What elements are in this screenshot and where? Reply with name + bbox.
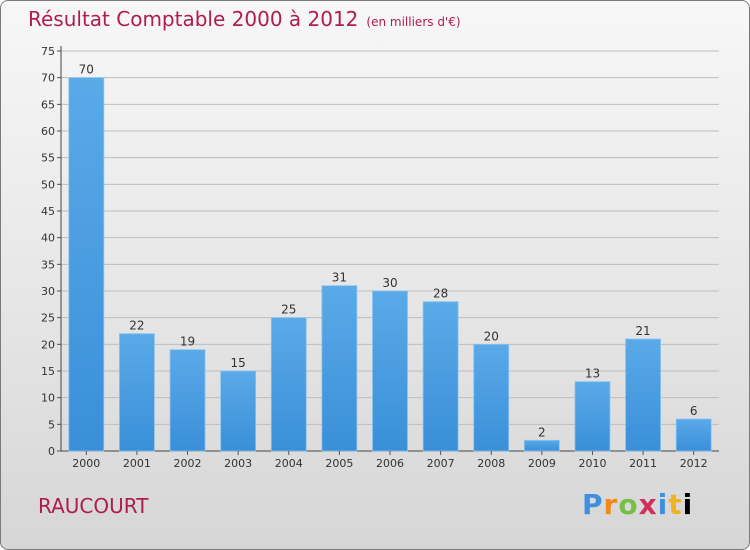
x-tick-label: 2006	[376, 457, 404, 470]
bar-value-label: 15	[231, 356, 246, 370]
x-tick-label: 2011	[629, 457, 657, 470]
bar	[422, 301, 459, 452]
bar-value-label: 2	[538, 425, 546, 439]
x-tick-label: 2004	[275, 457, 303, 470]
bar-value-label: 21	[635, 324, 650, 338]
bar-value-label: 19	[180, 335, 195, 349]
y-tick-label: 25	[41, 312, 55, 325]
y-tick-label: 50	[41, 178, 55, 191]
x-tick-label: 2010	[578, 457, 606, 470]
bar-value-label: 28	[433, 287, 448, 301]
bar-value-label: 20	[484, 329, 499, 343]
bar-value-label: 25	[281, 303, 296, 317]
y-tick-label: 35	[41, 258, 55, 271]
bar	[675, 418, 712, 452]
y-tick-label: 45	[41, 205, 55, 218]
y-tick-label: 0	[48, 445, 55, 458]
bar	[523, 439, 560, 452]
chart-subtitle: (en milliers d'€)	[366, 15, 461, 29]
logo-letter: P	[582, 488, 604, 521]
y-tick-label: 40	[41, 232, 55, 245]
y-tick-label: 30	[41, 285, 55, 298]
logo-letter: i	[682, 488, 694, 521]
y-tick-label: 55	[41, 152, 55, 165]
y-tick-label: 15	[41, 365, 55, 378]
y-tick-label: 70	[41, 72, 55, 85]
bar	[119, 333, 155, 452]
bar	[372, 290, 408, 452]
bar	[321, 285, 358, 452]
y-tick-label: 10	[41, 392, 55, 405]
bar-value-label: 22	[129, 319, 144, 333]
bar-value-label: 6	[690, 404, 698, 418]
x-tick-label: 2001	[123, 457, 151, 470]
logo-letter: r	[603, 488, 619, 521]
bar-value-label: 13	[585, 367, 600, 381]
x-tick-label: 2012	[680, 457, 708, 470]
bar	[473, 343, 510, 452]
logo-letter: t	[668, 488, 683, 521]
y-tick-label: 65	[41, 98, 55, 111]
x-tick-label: 2002	[174, 457, 202, 470]
x-tick-label: 2000	[72, 457, 100, 470]
town-name: RAUCOURT	[38, 494, 149, 518]
bar	[220, 370, 257, 452]
logo-letter: o	[618, 488, 639, 521]
proxiti-logo: Proxiti	[582, 488, 693, 521]
y-tick-label: 20	[41, 338, 55, 351]
bar	[625, 338, 661, 452]
x-tick-label: 2008	[477, 457, 505, 470]
bar	[574, 381, 611, 452]
chart-title-text: Résultat Comptable 2000 à 2012	[28, 7, 359, 31]
bar-value-label: 30	[382, 276, 397, 290]
logo-letter: i	[657, 488, 669, 521]
chart-title: Résultat Comptable 2000 à 2012 (en millie…	[28, 7, 461, 31]
x-tick-label: 2007	[427, 457, 455, 470]
bar	[68, 77, 105, 452]
x-tick-label: 2003	[224, 457, 252, 470]
x-tick-label: 2005	[325, 457, 353, 470]
bar-value-label: 70	[79, 63, 94, 77]
bar	[169, 349, 206, 452]
y-tick-label: 5	[48, 418, 55, 431]
bar-value-label: 31	[332, 271, 347, 285]
bar	[270, 317, 307, 452]
y-tick-label: 75	[41, 45, 55, 58]
x-tick-label: 2009	[528, 457, 556, 470]
logo-letter: x	[638, 488, 658, 521]
y-tick-label: 60	[41, 125, 55, 138]
